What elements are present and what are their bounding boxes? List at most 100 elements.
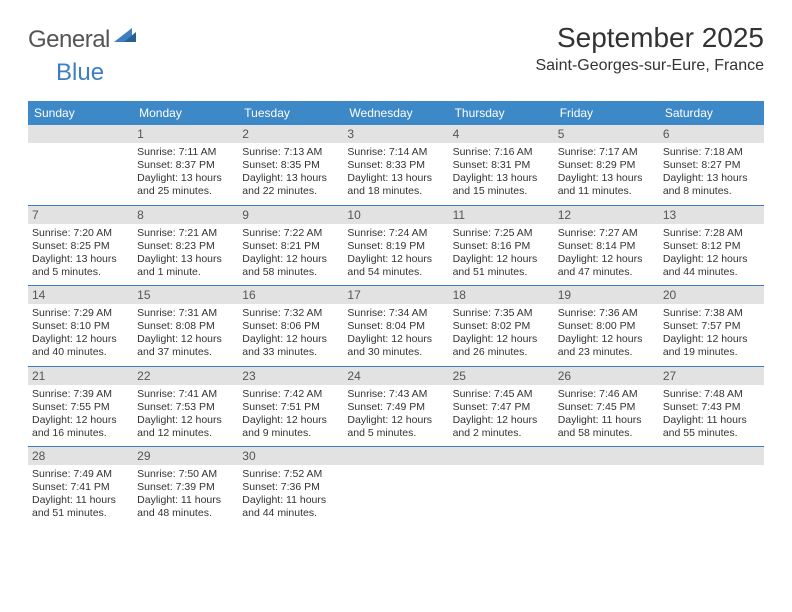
logo: General: [28, 22, 138, 54]
day-details: Sunrise: 7:50 AMSunset: 7:39 PMDaylight:…: [137, 468, 234, 521]
day-cell: 9Sunrise: 7:22 AMSunset: 8:21 PMDaylight…: [238, 206, 343, 286]
day-number: 29: [133, 447, 238, 465]
daylight-text: Daylight: 12 hours and 54 minutes.: [347, 253, 444, 279]
sunset-text: Sunset: 8:16 PM: [453, 240, 550, 253]
weekday-header: Thursday: [449, 101, 554, 125]
daylight-text: Daylight: 13 hours and 5 minutes.: [32, 253, 129, 279]
daylight-text: Daylight: 13 hours and 22 minutes.: [242, 172, 339, 198]
day-number: 3: [343, 125, 448, 143]
week-row: 14Sunrise: 7:29 AMSunset: 8:10 PMDayligh…: [28, 286, 764, 367]
sunrise-text: Sunrise: 7:52 AM: [242, 468, 339, 481]
day-cell: [343, 447, 448, 527]
sunset-text: Sunset: 8:10 PM: [32, 320, 129, 333]
day-details: Sunrise: 7:36 AMSunset: 8:00 PMDaylight:…: [558, 307, 655, 360]
day-cell: [659, 447, 764, 527]
day-number: 19: [554, 286, 659, 304]
day-number: [28, 125, 133, 143]
day-cell: 26Sunrise: 7:46 AMSunset: 7:45 PMDayligh…: [554, 367, 659, 447]
day-cell: 1Sunrise: 7:11 AMSunset: 8:37 PMDaylight…: [133, 125, 238, 205]
sunrise-text: Sunrise: 7:49 AM: [32, 468, 129, 481]
sunset-text: Sunset: 7:51 PM: [242, 401, 339, 414]
day-details: Sunrise: 7:27 AMSunset: 8:14 PMDaylight:…: [558, 227, 655, 280]
day-number: 15: [133, 286, 238, 304]
daylight-text: Daylight: 11 hours and 58 minutes.: [558, 414, 655, 440]
day-cell: 21Sunrise: 7:39 AMSunset: 7:55 PMDayligh…: [28, 367, 133, 447]
day-cell: 24Sunrise: 7:43 AMSunset: 7:49 PMDayligh…: [343, 367, 448, 447]
day-details: Sunrise: 7:34 AMSunset: 8:04 PMDaylight:…: [347, 307, 444, 360]
daylight-text: Daylight: 11 hours and 55 minutes.: [663, 414, 760, 440]
sunset-text: Sunset: 7:41 PM: [32, 481, 129, 494]
daylight-text: Daylight: 12 hours and 19 minutes.: [663, 333, 760, 359]
day-cell: 3 Sunrise: 7:14 AMSunset: 8:33 PMDaylight…: [343, 125, 448, 205]
sunrise-text: Sunrise: 7:43 AM: [347, 388, 444, 401]
day-number: 14: [28, 286, 133, 304]
day-cell: 6 Sunrise: 7:18 AMSunset: 8:27 PMDaylight…: [659, 125, 764, 205]
day-cell: [28, 125, 133, 205]
sunrise-text: Sunrise: 7:41 AM: [137, 388, 234, 401]
sunset-text: Sunset: 8:23 PM: [137, 240, 234, 253]
day-details: Sunrise: 7:52 AMSunset: 7:36 PMDaylight:…: [242, 468, 339, 521]
sunset-text: Sunset: 7:53 PM: [137, 401, 234, 414]
day-number: 26: [554, 367, 659, 385]
day-number: 12: [554, 206, 659, 224]
day-number: 27: [659, 367, 764, 385]
sunrise-text: Sunrise: 7:48 AM: [663, 388, 760, 401]
day-number: [554, 447, 659, 465]
location-subtitle: Saint-Georges-sur-Eure, France: [535, 57, 764, 75]
day-number: 23: [238, 367, 343, 385]
daylight-text: Daylight: 12 hours and 37 minutes.: [137, 333, 234, 359]
day-cell: 16Sunrise: 7:32 AMSunset: 8:06 PMDayligh…: [238, 286, 343, 366]
daylight-text: Daylight: 11 hours and 51 minutes.: [32, 494, 129, 520]
day-number: 13: [659, 206, 764, 224]
day-number: 17: [343, 286, 448, 304]
daylight-text: Daylight: 12 hours and 12 minutes.: [137, 414, 234, 440]
week-row: 7Sunrise: 7:20 AMSunset: 8:25 PMDaylight…: [28, 206, 764, 287]
calendar-page: General September 2025 Saint-Georges-sur…: [0, 0, 792, 545]
weekday-header: Tuesday: [238, 101, 343, 125]
day-cell: 27 Sunrise: 7:48 AMSunset: 7:43 PMDayligh…: [659, 367, 764, 447]
daylight-text: Daylight: 12 hours and 9 minutes.: [242, 414, 339, 440]
day-cell: 17 Sunrise: 7:34 AMSunset: 8:04 PMDayligh…: [343, 286, 448, 366]
week-row: 21Sunrise: 7:39 AMSunset: 7:55 PMDayligh…: [28, 367, 764, 448]
day-details: Sunrise: 7:48 AMSunset: 7:43 PMDaylight:…: [663, 388, 760, 441]
weekday-header: Friday: [554, 101, 659, 125]
day-details: Sunrise: 7:22 AMSunset: 8:21 PMDaylight:…: [242, 227, 339, 280]
day-details: Sunrise: 7:45 AMSunset: 7:47 PMDaylight:…: [453, 388, 550, 441]
sunrise-text: Sunrise: 7:50 AM: [137, 468, 234, 481]
sunset-text: Sunset: 7:55 PM: [32, 401, 129, 414]
day-details: Sunrise: 7:35 AMSunset: 8:02 PMDaylight:…: [453, 307, 550, 360]
day-cell: 23Sunrise: 7:42 AMSunset: 7:51 PMDayligh…: [238, 367, 343, 447]
day-details: Sunrise: 7:14 AMSunset: 8:33 PMDaylight:…: [347, 146, 444, 199]
day-number: 6: [659, 125, 764, 143]
daylight-text: Daylight: 12 hours and 26 minutes.: [453, 333, 550, 359]
day-details: Sunrise: 7:31 AMSunset: 8:08 PMDaylight:…: [137, 307, 234, 360]
day-cell: 4Sunrise: 7:16 AMSunset: 8:31 PMDaylight…: [449, 125, 554, 205]
day-cell: 10Sunrise: 7:24 AMSunset: 8:19 PMDayligh…: [343, 206, 448, 286]
day-details: Sunrise: 7:11 AMSunset: 8:37 PMDaylight:…: [137, 146, 234, 199]
sunset-text: Sunset: 8:25 PM: [32, 240, 129, 253]
sunset-text: Sunset: 7:57 PM: [663, 320, 760, 333]
day-cell: 30Sunrise: 7:52 AMSunset: 7:36 PMDayligh…: [238, 447, 343, 527]
sunset-text: Sunset: 8:04 PM: [347, 320, 444, 333]
day-details: Sunrise: 7:38 AMSunset: 7:57 PMDaylight:…: [663, 307, 760, 360]
sunrise-text: Sunrise: 7:18 AM: [663, 146, 760, 159]
sunset-text: Sunset: 8:29 PM: [558, 159, 655, 172]
day-cell: 29 Sunrise: 7:50 AMSunset: 7:39 PMDayligh…: [133, 447, 238, 527]
title-block: September 2025 Saint-Georges-sur-Eure, F…: [535, 22, 764, 75]
sunrise-text: Sunrise: 7:21 AM: [137, 227, 234, 240]
sunrise-text: Sunrise: 7:31 AM: [137, 307, 234, 320]
sunset-text: Sunset: 8:33 PM: [347, 159, 444, 172]
sunset-text: Sunset: 7:49 PM: [347, 401, 444, 414]
day-cell: 20Sunrise: 7:38 AMSunset: 7:57 PMDayligh…: [659, 286, 764, 366]
day-cell: 13Sunrise: 7:28 AMSunset: 8:12 PMDayligh…: [659, 206, 764, 286]
week-row: 28Sunrise: 7:49 AMSunset: 7:41 PMDayligh…: [28, 447, 764, 527]
day-details: Sunrise: 7:16 AMSunset: 8:31 PMDaylight:…: [453, 146, 550, 199]
sunset-text: Sunset: 8:14 PM: [558, 240, 655, 253]
day-cell: [554, 447, 659, 527]
day-details: Sunrise: 7:18 AMSunset: 8:27 PMDaylight:…: [663, 146, 760, 199]
sunrise-text: Sunrise: 7:24 AM: [347, 227, 444, 240]
sunrise-text: Sunrise: 7:17 AM: [558, 146, 655, 159]
sunrise-text: Sunrise: 7:20 AM: [32, 227, 129, 240]
weekday-header: Monday: [133, 101, 238, 125]
sunset-text: Sunset: 8:02 PM: [453, 320, 550, 333]
